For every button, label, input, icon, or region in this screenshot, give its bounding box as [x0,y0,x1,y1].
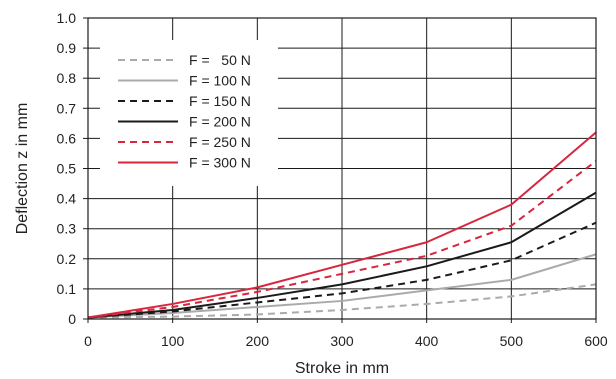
y-tick-label: 0.9 [57,40,77,56]
y-tick-label: 0 [68,311,76,327]
y-tick-label: 0.7 [57,100,77,116]
series-line-f50 [87,283,597,319]
series-line-f100 [87,253,597,319]
tick-labels: 0 100 200 300 400 500 600 0 0.1 0.2 0.3 0.4 0.5 0.6 0.… [57,10,608,349]
legend-label-f50: F = 50 N [189,52,251,68]
series-line-f200 [87,191,597,319]
legend-label-f200: F = 200 N [189,114,251,130]
x-tick-label: 300 [330,333,354,349]
y-tick-label: 0.2 [57,251,77,267]
legend-label-f300: F = 300 N [189,155,251,171]
series-line-f150 [87,221,597,319]
legend-label-f100: F = 100 N [189,73,251,89]
series-line-f300 [87,131,597,319]
y-tick-label: 0.3 [57,221,77,237]
y-tick-label: 1.0 [57,10,77,26]
x-tick-label: 100 [161,333,185,349]
x-tick-label: 0 [84,333,92,349]
y-tick-label: 0.4 [57,191,77,207]
x-axis-title: Stroke in mm [295,360,389,377]
x-tick-label: 600 [584,333,608,349]
x-tick-label: 400 [415,333,439,349]
y-axis-title: Deflection z in mm [14,103,31,235]
y-tick-label: 0.8 [57,70,77,86]
x-tick-label: 500 [500,333,524,349]
y-tick-label: 0.6 [57,130,77,146]
series-lines [87,131,597,319]
x-tick-label: 200 [246,333,270,349]
legend-label-f250: F = 250 N [189,134,251,150]
y-tick-label: 0.5 [57,161,77,177]
legend: F = 50 N F = 100 N F = 150 N F = 200 N F = 2… [100,40,278,186]
series-line-f250 [87,160,597,319]
y-tick-label: 0.1 [57,281,77,297]
axes [83,17,597,323]
legend-label-f150: F = 150 N [189,93,251,109]
